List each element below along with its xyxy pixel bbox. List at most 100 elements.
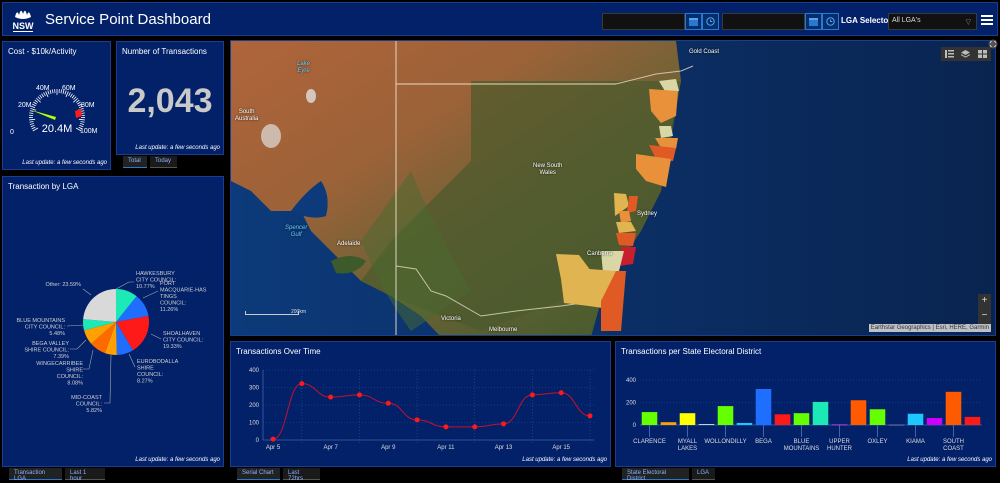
transactions-per-district-panel: Transactions per State Electoral Distric…	[615, 341, 996, 467]
bar	[831, 424, 848, 426]
end-date-input[interactable]	[722, 13, 805, 30]
pie-slice	[84, 322, 116, 344]
app-header: NSW Service Point Dashboard LGA Selector…	[2, 2, 998, 36]
app-title: Service Point Dashboard	[45, 11, 211, 28]
svg-text:Apr 5: Apr 5	[266, 445, 281, 451]
cost-panel: Cost - $10k/Activity 0 20M 40M 60M 80M 1…	[2, 41, 111, 170]
svg-text:20M: 20M	[18, 102, 32, 109]
transactions-over-time-panel: Transactions Over Time 0 100 200 300 400 Apr …	[230, 341, 611, 467]
bar	[641, 412, 658, 425]
zoom-out-button[interactable]: −	[981, 310, 988, 321]
bar	[926, 418, 943, 425]
lga-selected-value: All LGA's	[892, 17, 921, 24]
bar	[774, 414, 791, 425]
map-label-victoria: Victoria	[441, 316, 461, 322]
layers-icon[interactable]	[961, 50, 971, 58]
map-view[interactable]: Lake Eyre South Australia New South Wales S…	[230, 40, 996, 336]
chevron-down-icon: ▽	[965, 19, 971, 26]
last-update-text: Last update: a few seconds ago	[135, 457, 220, 463]
svg-text:BEGA: BEGA	[755, 439, 772, 445]
gauge-value: 20.4M	[42, 123, 73, 135]
map-scale-bar	[245, 311, 299, 315]
pie-slice	[83, 319, 116, 331]
svg-text:200: 200	[249, 403, 260, 409]
start-time-button[interactable]	[702, 13, 719, 30]
map-label-sydney: Sydney	[637, 211, 658, 217]
last-update-text: Last update: a few seconds ago	[907, 457, 992, 463]
bar	[964, 416, 981, 425]
svg-text:CLARENCE: CLARENCE	[633, 439, 666, 445]
tab-state-electoral-district[interactable]: State Electoral District	[622, 468, 689, 482]
map-label-south-australia: South Australia	[235, 109, 259, 122]
basemap-gallery-icon[interactable]	[978, 50, 988, 58]
tab-today[interactable]: Today	[150, 156, 177, 168]
map-label-canberra: Canberra	[587, 251, 613, 257]
pie-slice	[116, 315, 149, 351]
clock-icon	[706, 17, 715, 26]
map-label-spencer-gulf: Spencer Gulf	[285, 225, 308, 238]
svg-text:WOLLONDILLY: WOLLONDILLY	[704, 439, 746, 445]
pie-slice	[91, 322, 116, 354]
svg-text:40M: 40M	[36, 85, 50, 92]
svg-text:80M: 80M	[81, 102, 95, 109]
bar	[793, 413, 810, 425]
tab-total[interactable]: Total	[123, 156, 147, 168]
map-label-adelaide: Adelaide	[337, 241, 361, 247]
line-chart: 0 100 200 300 400 Apr 5 Apr 7 Apr 9 Apr 11 Apr 13…	[249, 368, 594, 451]
pie-label: PORT MACQUARIE-HAS TINGS COUNCIL: 11.26%	[160, 281, 207, 313]
line-point	[299, 381, 305, 387]
svg-text:KIAMA: KIAMA	[906, 439, 925, 445]
bar	[888, 424, 905, 426]
svg-text:Apr 11: Apr 11	[437, 445, 455, 451]
lga-selector-dropdown[interactable]: All LGA's ▽	[888, 13, 977, 30]
legend-list-icon[interactable]	[944, 50, 954, 58]
pie-slice	[116, 289, 137, 322]
lga-pie-chart: HAWKESBURY CITY COUNCIL: 10.77% PORT MACQUAR…	[17, 271, 207, 414]
pie-label: MID-COAST COUNCIL: 5.82%	[71, 395, 103, 414]
end-calendar-button[interactable]	[805, 13, 822, 30]
end-time-button[interactable]	[822, 13, 839, 30]
transactions-count-value: 2,043	[127, 82, 213, 120]
map-zoom-control: + −	[978, 294, 991, 324]
last-update-text: Last update: a few seconds ago	[135, 145, 220, 151]
transaction-by-lga-panel: Transaction by LGA HAWKESBURY CITY COUNCI…	[2, 176, 224, 467]
line-point	[328, 394, 334, 400]
map-label-gold-coast: Gold Coast	[689, 49, 720, 55]
line-point	[529, 392, 535, 398]
bar	[717, 406, 734, 425]
fullscreen-icon[interactable]	[988, 39, 998, 49]
tab-transaction-lga[interactable]: Transaction LGA	[9, 468, 62, 482]
line-point	[414, 417, 420, 423]
bar	[698, 424, 715, 425]
tab-serial-chart[interactable]: Serial Chart	[237, 468, 280, 480]
pie-slice	[104, 322, 117, 355]
start-date-input[interactable]	[602, 13, 685, 30]
tab-lga[interactable]: LGA	[692, 468, 715, 480]
svg-text:Apr 7: Apr 7	[323, 445, 338, 451]
svg-text:100: 100	[249, 421, 260, 427]
satellite-map	[231, 41, 995, 335]
last-update-text: Last update: a few seconds ago	[522, 457, 607, 463]
svg-text:0: 0	[633, 423, 637, 429]
transactions-count-panel: Number of Transactions 2,043 Last update…	[116, 41, 224, 155]
last-update-text: Last update: a few seconds ago	[22, 160, 107, 166]
svg-text:NSW: NSW	[13, 21, 35, 31]
pie-slice	[83, 289, 116, 322]
tab-last-1-hour[interactable]: Last 1 hour	[65, 468, 105, 482]
svg-text:60M: 60M	[62, 85, 76, 92]
hamburger-menu-icon[interactable]	[981, 15, 993, 26]
bar	[850, 400, 867, 425]
svg-text:300: 300	[249, 386, 260, 392]
start-calendar-button[interactable]	[685, 13, 702, 30]
line-point	[356, 392, 362, 398]
bar	[812, 401, 829, 425]
calendar-icon	[689, 18, 698, 26]
map-scale-text: 200km	[291, 309, 307, 315]
tab-last-72hrs[interactable]: Last 72hrs	[283, 468, 320, 482]
svg-text:100M: 100M	[80, 128, 98, 135]
line-point	[270, 436, 276, 442]
zoom-in-button[interactable]: +	[981, 295, 988, 306]
